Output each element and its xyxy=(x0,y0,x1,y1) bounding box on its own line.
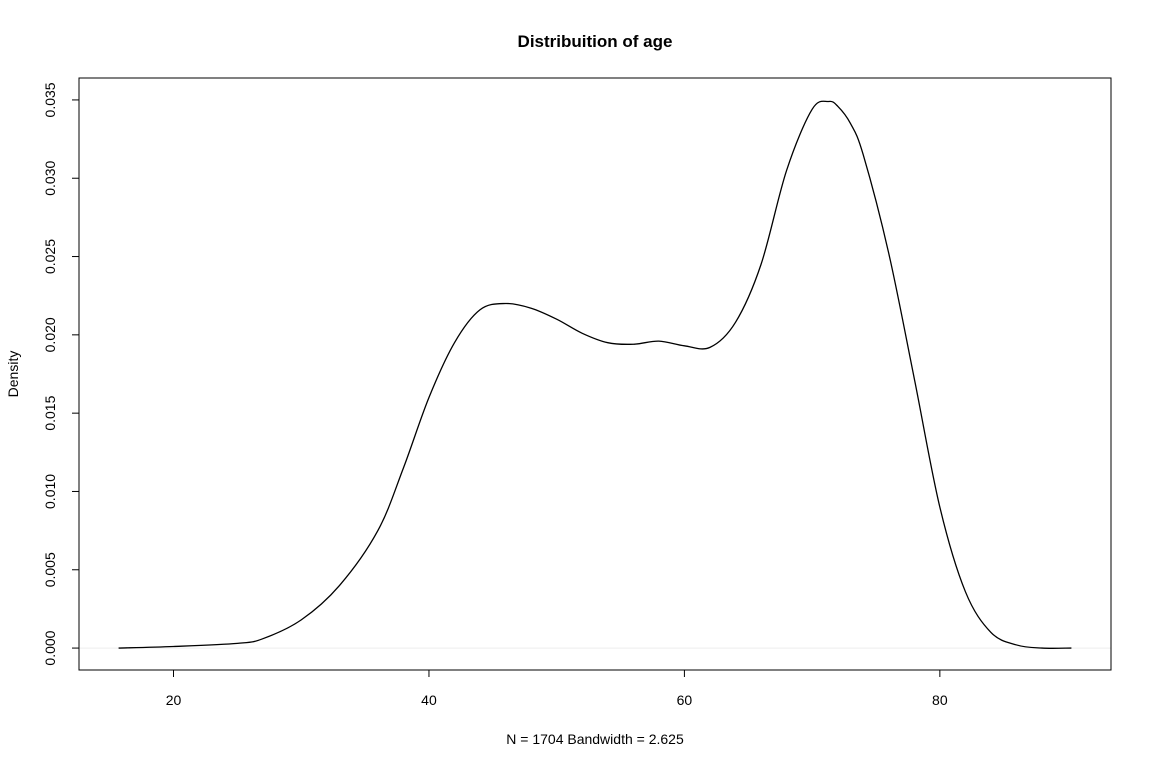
y-tick-label: 0.020 xyxy=(42,317,58,352)
y-axis-label: Density xyxy=(5,351,21,398)
density-curve xyxy=(118,100,1072,649)
chart-title: Distribuition of age xyxy=(518,32,673,51)
x-tick-label: 40 xyxy=(421,692,437,708)
x-tick-label: 20 xyxy=(166,692,182,708)
y-tick-label: 0.030 xyxy=(42,161,58,196)
y-tick-label: 0.005 xyxy=(42,552,58,587)
y-tick-label: 0.025 xyxy=(42,239,58,274)
y-tick-label: 0.000 xyxy=(42,630,58,665)
y-tick-label: 0.035 xyxy=(42,82,58,117)
x-axis-label: N = 1704 Bandwidth = 2.625 xyxy=(506,731,684,747)
y-tick-label: 0.010 xyxy=(42,474,58,509)
x-tick-label: 80 xyxy=(932,692,948,708)
y-tick-label: 0.015 xyxy=(42,395,58,430)
plot-frame xyxy=(78,77,1112,671)
y-axis: 0.000 0.005 0.010 0.015 0.020 0.025 0.030 0.035 xyxy=(42,82,79,666)
x-axis: 20 40 60 80 xyxy=(166,670,948,708)
x-tick-label: 60 xyxy=(677,692,693,708)
